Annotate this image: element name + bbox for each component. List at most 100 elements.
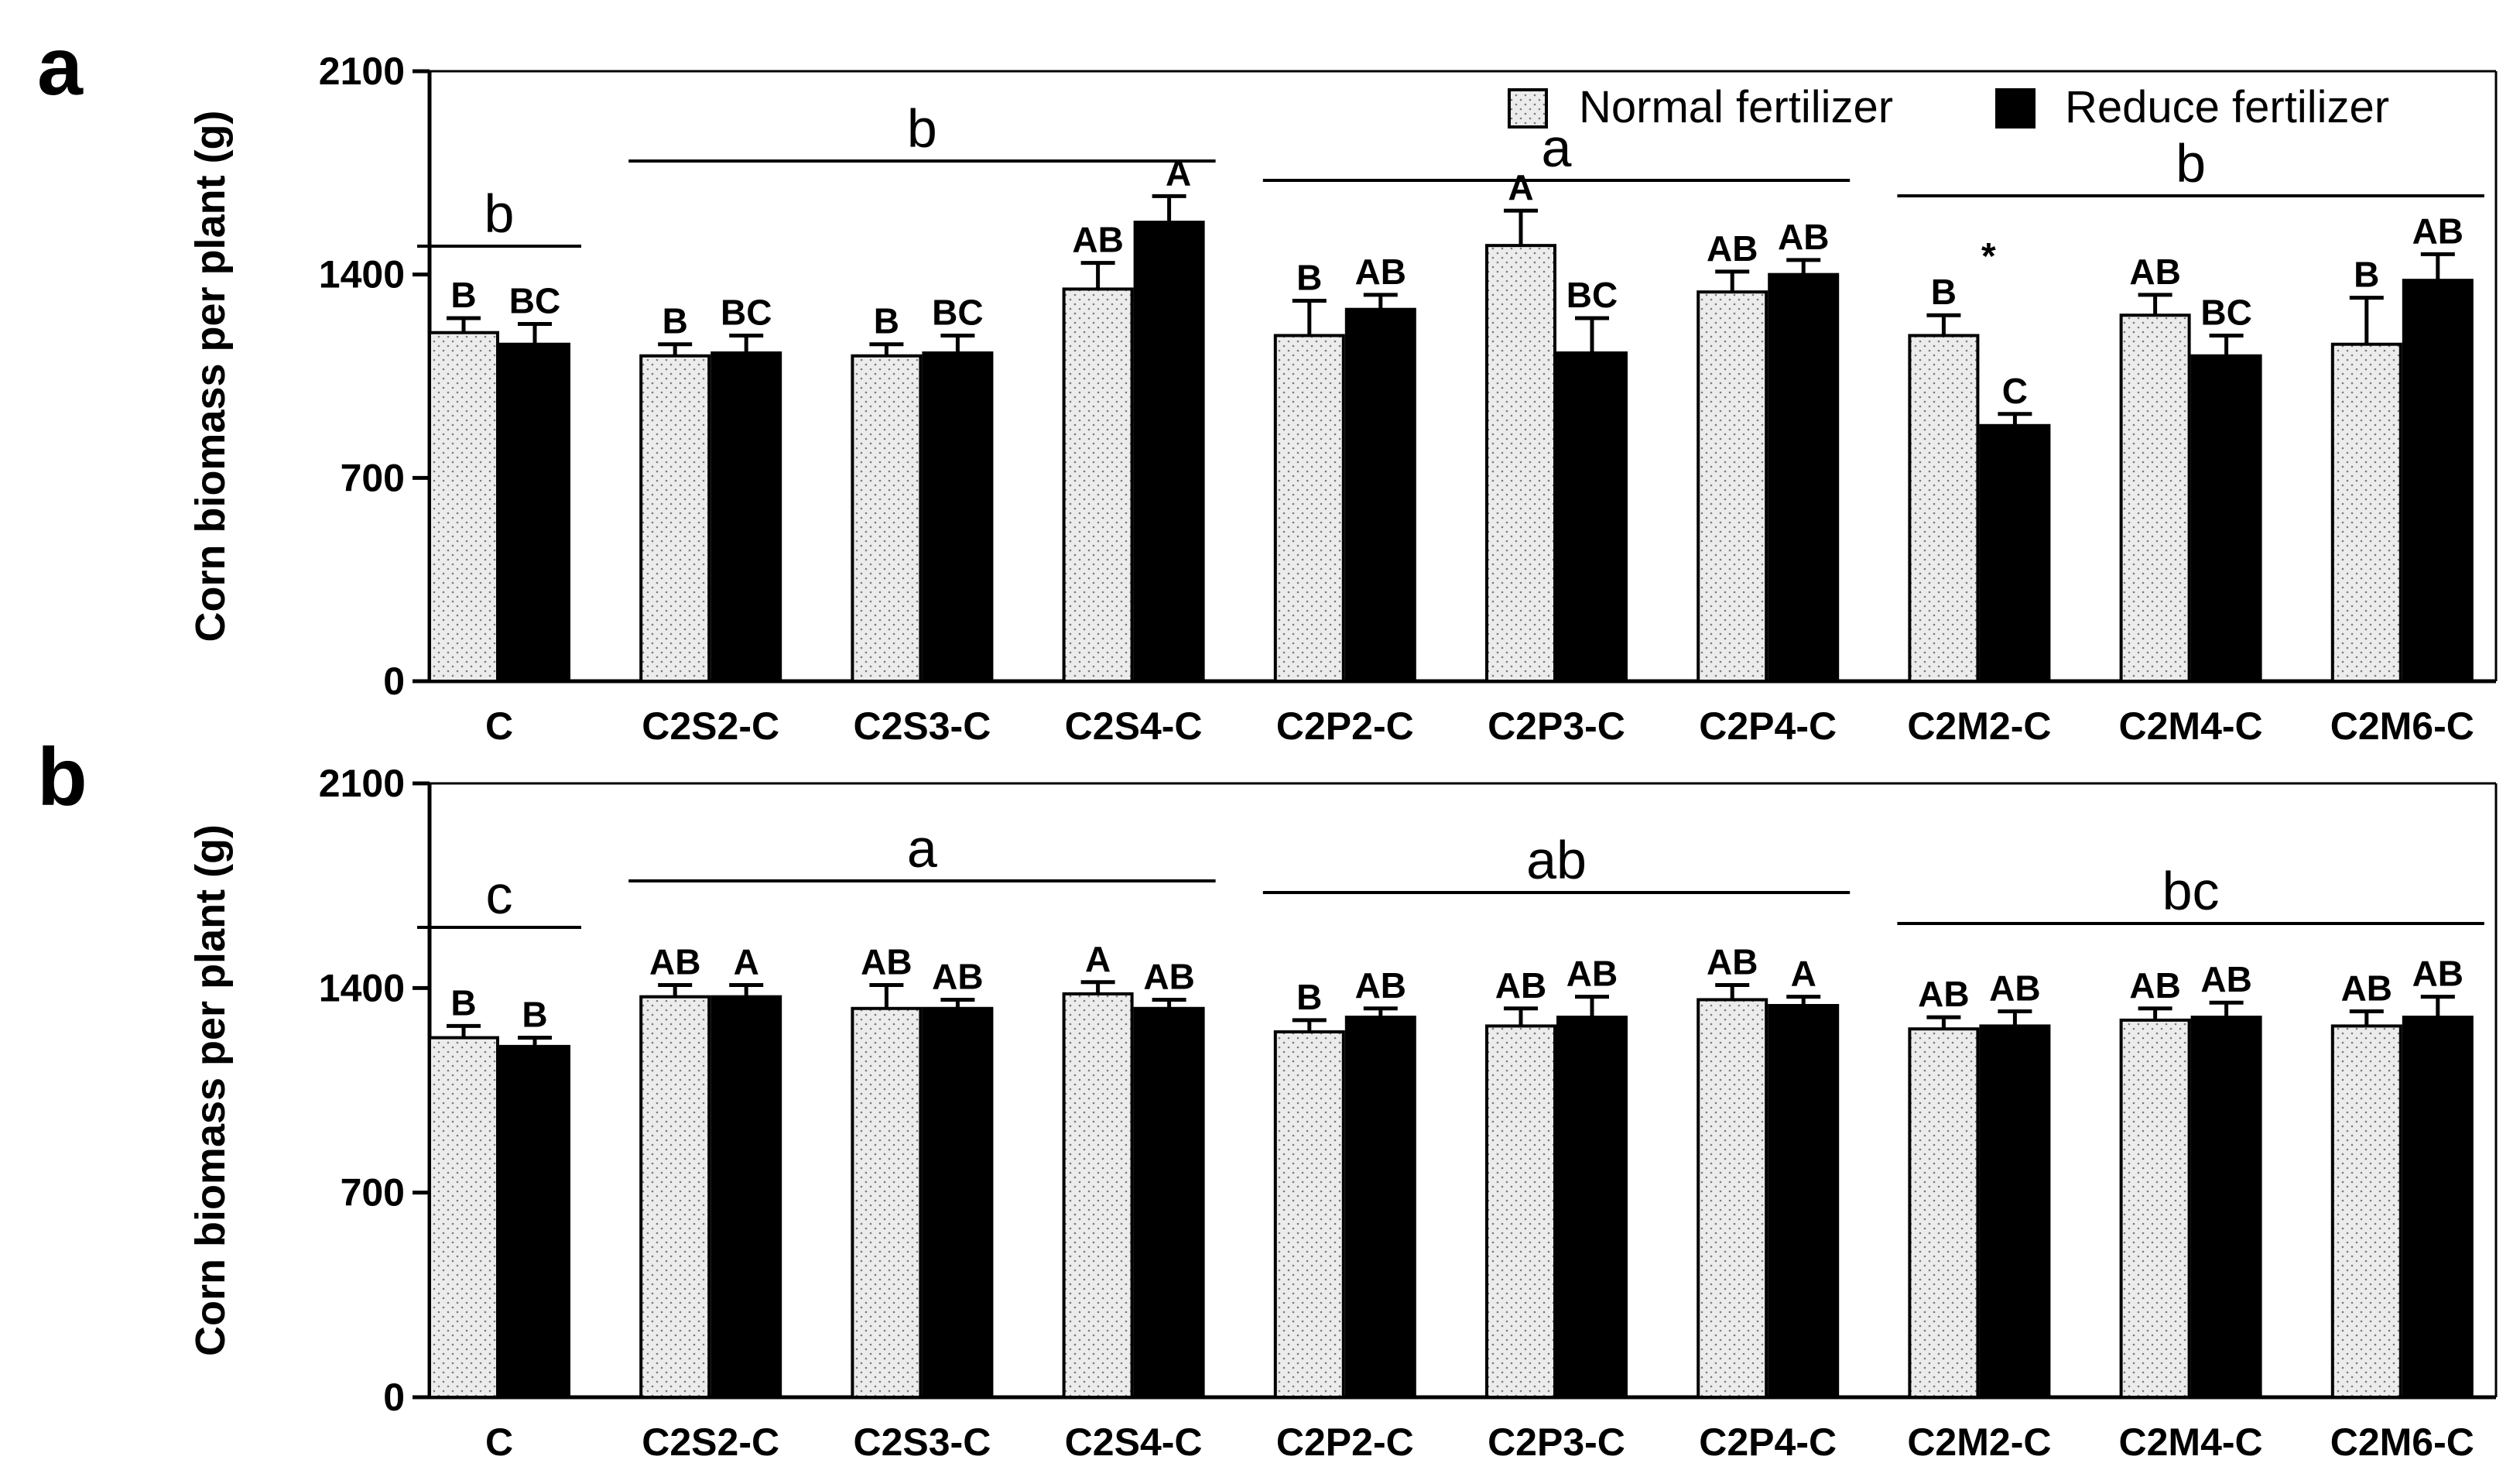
bar-normal (428, 331, 499, 683)
x-tick-label: C2S3-C (853, 704, 991, 748)
y-axis-label: Corn biomass per plant (g) (187, 110, 234, 642)
significance-label: AB (1707, 942, 1758, 982)
panel-a: a Corn biomass per plant (g) 0 700 1400 2100 B… (37, 21, 2498, 748)
x-tick-label: C2P3-C (1488, 704, 1625, 748)
y-tick-label: 0 (383, 1376, 405, 1419)
bar-normal (1697, 290, 1768, 683)
bar-reduce (710, 995, 782, 1399)
x-tick-label: C2S2-C (642, 1420, 779, 1464)
bar-reduce (922, 351, 994, 683)
bar-reduce (1133, 221, 1205, 684)
significance-label: A (1791, 954, 1816, 994)
x-tick-label: C2S4-C (1065, 1420, 1203, 1464)
bar-normal (1485, 244, 1556, 683)
x-tick-label: C (485, 704, 513, 748)
significance-label: AB (1355, 965, 1406, 1006)
bar-normal (1062, 992, 1134, 1399)
significance-label: AB (2341, 968, 2392, 1009)
bar-reduce (499, 1044, 570, 1400)
significance-label: B (1931, 272, 1957, 312)
y-tick-label: 1400 (319, 966, 405, 1009)
bar-reduce (2190, 354, 2262, 683)
y-tick-label: 700 (341, 1171, 405, 1215)
panel-letter: b (37, 732, 87, 823)
bar-normal (1908, 1027, 1980, 1399)
y-tick-label: 1400 (319, 253, 405, 296)
bar-normal (428, 1036, 499, 1399)
x-tick-label: C2P4-C (1699, 1420, 1837, 1464)
significance-label: AB (2129, 252, 2180, 292)
bar-normal (2330, 1024, 2402, 1400)
significance-label: B (450, 275, 476, 315)
significance-label: B (2354, 255, 2379, 295)
legend-swatch-reduce (1995, 88, 2036, 128)
significance-label: AB (2412, 211, 2464, 251)
bar-reduce (1768, 1003, 1840, 1399)
bar-reduce (1979, 1024, 2051, 1400)
x-tick-label: C2P3-C (1488, 1420, 1625, 1464)
bar-reduce (1344, 307, 1416, 683)
significance-label: AB (932, 956, 983, 996)
bar-normal (1697, 998, 1768, 1399)
group-letter: a (907, 818, 937, 879)
legend-swatch-normal (1508, 88, 1548, 128)
bar-reduce (1344, 1016, 1416, 1399)
x-tick-label: C2M2-C (1907, 704, 2051, 748)
significance-label: BC (509, 280, 560, 320)
significance-label: AB (2200, 959, 2251, 999)
x-tick-label: C2S4-C (1065, 704, 1203, 748)
significance-label: A (1085, 939, 1111, 979)
bar-reduce (2402, 1016, 2474, 1399)
group-letter: b (484, 183, 515, 244)
x-tick-label: C2M4-C (2119, 1420, 2263, 1464)
x-tick-label: C2S2-C (642, 704, 779, 748)
significance-label: C (2002, 371, 2028, 411)
x-tick-label: C2P2-C (1276, 704, 1414, 748)
bar-reduce (922, 1006, 994, 1400)
significance-star: * (1981, 236, 1996, 277)
y-tick-label: 2100 (319, 762, 405, 805)
x-tick-label: C2P2-C (1276, 1420, 1414, 1464)
legend-label-reduce: Reduce fertilizer (2065, 82, 2389, 132)
bar-reduce (2402, 279, 2474, 683)
group-letter: b (907, 98, 937, 159)
significance-label: B (874, 301, 899, 341)
x-tick-label: C2M6-C (2330, 704, 2474, 748)
x-tick-label: C2M4-C (2119, 704, 2263, 748)
significance-label: AB (1989, 968, 2040, 1009)
significance-label: B (522, 995, 547, 1035)
bar-normal (639, 995, 711, 1399)
bar-normal (851, 1006, 923, 1400)
significance-label: AB (1918, 974, 1969, 1014)
y-tick-label: 2100 (319, 50, 405, 93)
legend-label-normal: Normal fertilizer (1579, 82, 1893, 132)
significance-label: A (734, 942, 759, 982)
group-letter: c (486, 865, 513, 925)
x-tick-label: C2S3-C (853, 1420, 991, 1464)
bar-normal (851, 354, 923, 683)
significance-label: BC (1566, 275, 1618, 315)
significance-label: AB (1355, 252, 1406, 292)
significance-label: AB (2129, 965, 2180, 1006)
bar-reduce (1768, 272, 1840, 683)
x-tick-label: C2M2-C (1907, 1420, 2051, 1464)
bar-normal (2119, 314, 2191, 683)
bar-reduce (1133, 1006, 1205, 1400)
panel-b: b Corn biomass per plant (g) 0 700 1400 2100 B… (37, 732, 2498, 1464)
y-tick-label: 700 (341, 456, 405, 499)
bar-reduce (2190, 1016, 2262, 1399)
significance-label: AB (1778, 217, 1829, 257)
significance-label: BC (2200, 292, 2251, 332)
y-tick-label: 0 (383, 660, 405, 703)
bar-reduce (1556, 351, 1628, 683)
bar-normal (1273, 1030, 1345, 1399)
significance-label: AB (1707, 228, 1758, 269)
significance-label: AB (1143, 956, 1194, 996)
significance-label: AB (649, 942, 700, 982)
panel-letter: a (37, 21, 84, 112)
bar-normal (1273, 334, 1345, 683)
significance-label: BC (721, 292, 772, 332)
bar-normal (1485, 1024, 1556, 1400)
bar-reduce (499, 342, 570, 683)
